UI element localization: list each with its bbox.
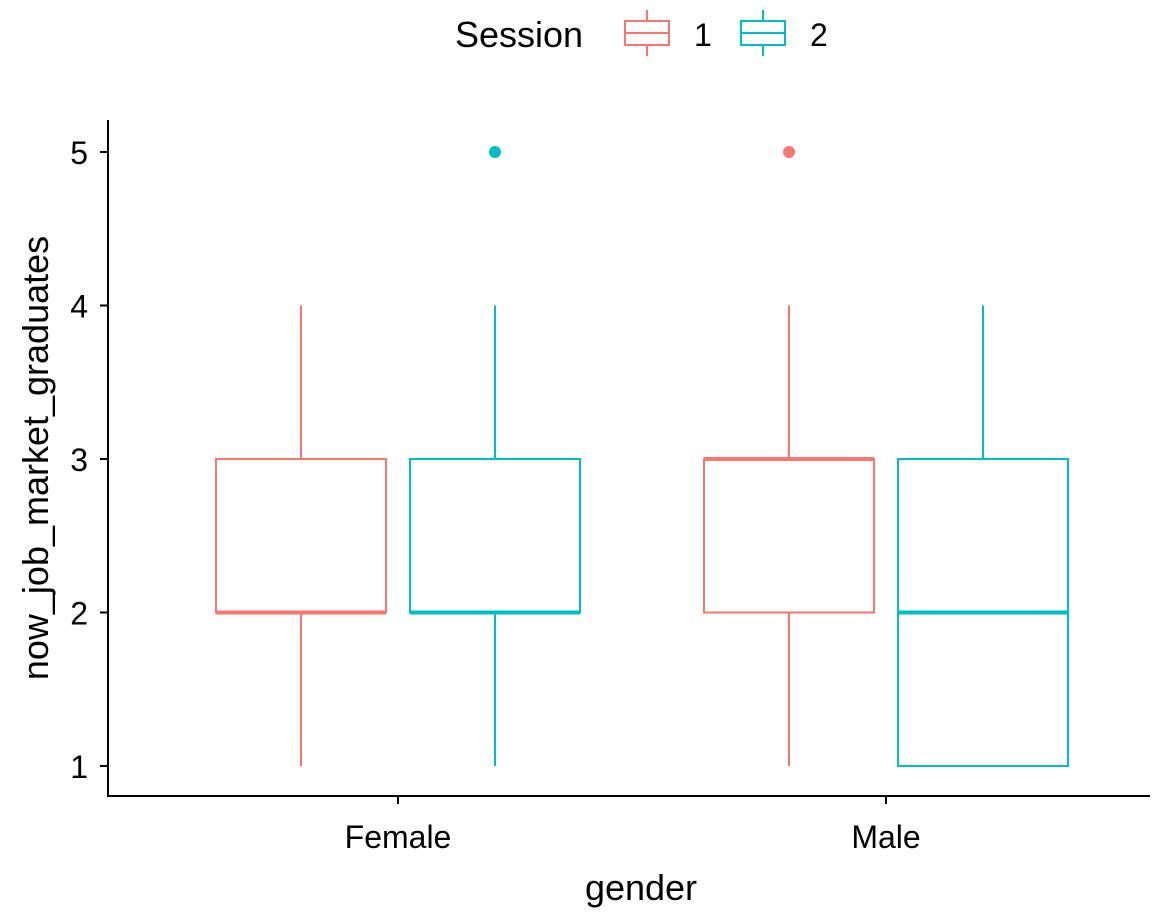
box-female-session-1: [215, 305, 387, 766]
box-male-session-1: [703, 146, 875, 766]
legend-label: 1: [694, 17, 712, 53]
y-ticks: 1 2 3 4 5: [70, 135, 108, 785]
y-tick-label: 2: [70, 596, 88, 632]
x-ticks: Female Male: [345, 796, 921, 855]
boxes: [215, 146, 1069, 767]
outlier-point: [783, 146, 795, 158]
box-male-session-2: [897, 305, 1069, 767]
box-body: [703, 458, 875, 614]
y-tick-label: 5: [70, 135, 88, 171]
x-tick-label: Male: [851, 819, 920, 855]
legend: Session 1 2: [455, 10, 828, 56]
y-tick-label: 3: [70, 442, 88, 478]
x-tick-label: Female: [345, 819, 452, 855]
y-tick-label: 1: [70, 749, 88, 785]
box-body: [409, 458, 581, 614]
legend-title: Session: [455, 14, 583, 55]
legend-entry-2: 2: [740, 10, 828, 56]
box-female-session-2: [409, 146, 581, 766]
y-axis-title: now_job_market_graduates: [15, 236, 56, 680]
x-axis-title: gender: [585, 867, 697, 908]
y-tick-label: 4: [70, 289, 88, 325]
legend-label: 2: [810, 17, 828, 53]
outlier-point: [489, 146, 501, 158]
box-body: [215, 458, 387, 614]
legend-entry-1: 1: [624, 10, 712, 56]
